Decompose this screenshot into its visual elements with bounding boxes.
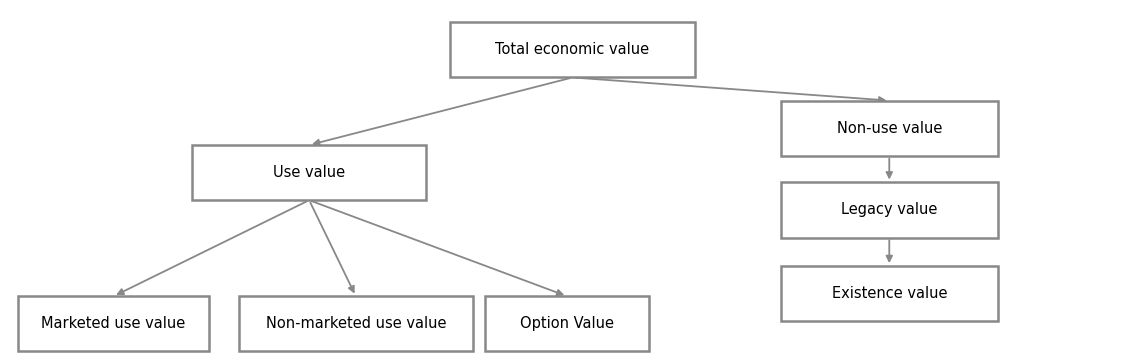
Text: Non-marketed use value: Non-marketed use value <box>265 316 446 331</box>
FancyBboxPatch shape <box>239 296 473 351</box>
Text: Marketed use value: Marketed use value <box>42 316 186 331</box>
Text: Option Value: Option Value <box>521 316 613 331</box>
FancyBboxPatch shape <box>484 296 650 351</box>
FancyBboxPatch shape <box>781 101 998 156</box>
Text: Legacy value: Legacy value <box>841 203 938 217</box>
FancyBboxPatch shape <box>781 266 998 321</box>
Text: Total economic value: Total economic value <box>496 42 650 57</box>
Text: Existence value: Existence value <box>831 286 947 301</box>
FancyBboxPatch shape <box>18 296 209 351</box>
Text: Non-use value: Non-use value <box>837 121 942 136</box>
FancyBboxPatch shape <box>193 145 426 200</box>
FancyBboxPatch shape <box>450 22 695 77</box>
FancyBboxPatch shape <box>781 182 998 237</box>
Text: Use value: Use value <box>273 165 345 180</box>
